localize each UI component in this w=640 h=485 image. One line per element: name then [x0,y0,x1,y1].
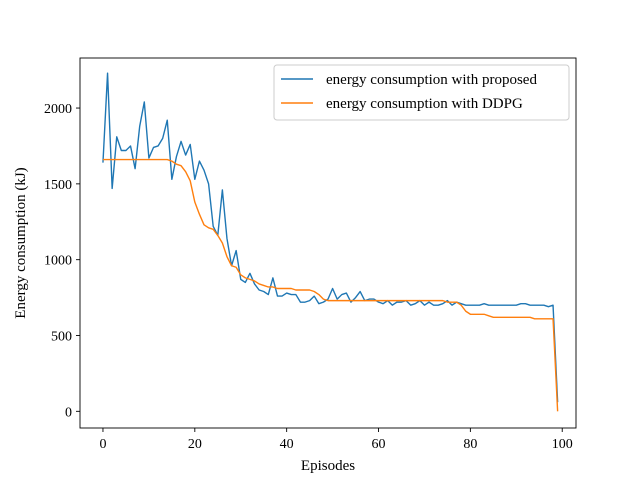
series-line-ddpg [102,158,559,412]
y-tick-label: 1000 [44,254,72,269]
y-tick-label: 500 [51,330,72,345]
x-axis-title: Episodes [301,458,355,474]
y-tick-label: 1500 [44,178,72,193]
x-tick-label: 20 [188,437,202,452]
plot-area-frame [79,57,577,429]
legend-label-ddpg: energy consumption with DDPG [326,96,523,112]
y-tick-label: 0 [65,405,72,420]
y-axis-title: Energy consumption (kJ) [13,167,29,318]
x-tick-label: 0 [99,437,106,452]
legend-label-proposed: energy consumption with proposed [326,72,537,88]
x-tick-label: 60 [372,437,386,452]
series-line-proposed [102,72,559,403]
legend-box [273,64,570,121]
x-tick-label: 100 [552,437,573,452]
x-tick-label: 80 [463,437,477,452]
x-axis: 0 20 40 60 80 100 [99,428,573,452]
series-lines [102,72,559,412]
legend: energy consumption with proposed energy … [273,64,570,121]
y-axis: 0 500 1000 1500 2000 [44,102,80,420]
x-tick-label: 40 [280,437,294,452]
y-tick-label: 2000 [44,102,72,117]
